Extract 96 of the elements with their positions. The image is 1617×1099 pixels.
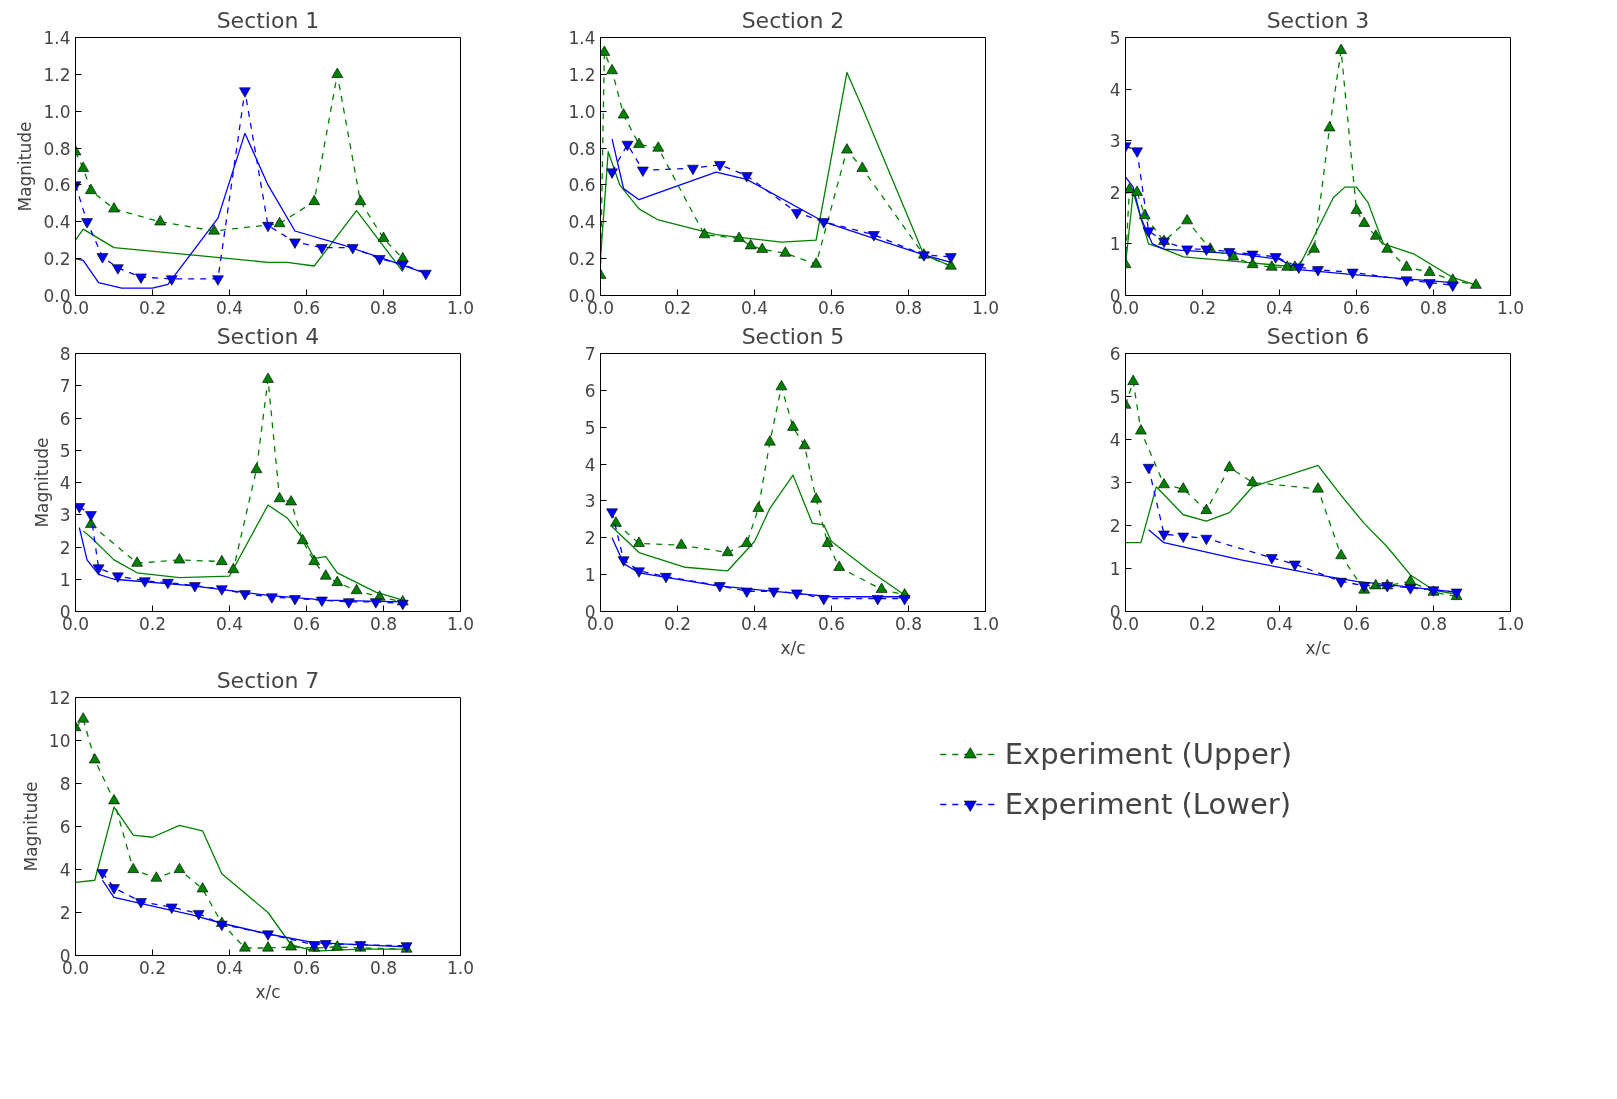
x-tick-label: 0.8 [369,957,398,978]
chart-title: Section 5 [741,323,845,349]
x-tick-label: 0.8 [369,613,398,634]
x-tick-label: 0.6 [292,297,321,318]
legend-label: Experiment (Lower) [1004,787,1292,821]
y-tick-label: 7 [59,376,71,397]
y-tick-label: 0.2 [43,249,71,270]
x-tick-label: 0.6 [292,957,321,978]
y-tick-label: 0.6 [568,175,596,196]
x-tick-label: 0.4 [215,613,244,634]
y-tick-label: 0.4 [43,212,71,233]
y-tick-label: 3 [1109,473,1121,493]
chart-title: Section 2 [741,7,845,33]
x-tick-label: 0.4 [215,957,244,978]
x-tick-label: 0.8 [369,297,398,318]
x-tick-label: 0.2 [663,613,692,634]
y-tick-label: 6 [59,817,71,837]
y-tick-label: 6 [1109,344,1121,364]
y-axis-title: Magnitude [20,781,41,872]
x-tick-label: 0.8 [894,613,923,634]
y-axis-title: Magnitude [15,121,36,212]
y-tick-label: 1 [1109,234,1121,255]
y-tick-label: 2 [1109,516,1121,536]
y-tick-label: 1 [1109,559,1121,579]
y-tick-label: 1.4 [43,28,71,48]
x-tick-label: 1.0 [446,957,475,978]
x-tick-label: 0.4 [1265,613,1294,634]
x-tick-label: 0.6 [292,613,321,634]
y-tick-label: 0.8 [43,138,71,159]
y-tick-label: 6 [584,380,596,401]
x-tick-label: 1.0 [971,297,1000,318]
y-tick-label: 2 [59,903,71,923]
x-tick-label: 1.0 [446,613,475,634]
y-tick-label: 3 [1109,131,1121,152]
legend-label: Experiment (Upper) [1004,737,1292,771]
y-tick-label: 1.4 [568,28,596,48]
y-tick-label: 5 [59,440,71,461]
x-axis-title: x/c [780,637,806,658]
y-tick-label: 0.4 [568,212,596,233]
y-tick-label: 5 [1109,28,1121,48]
x-tick-label: 1.0 [971,613,1000,634]
y-tick-label: 2 [584,528,596,549]
x-tick-label: 0.8 [894,297,923,318]
x-tick-label: 0.4 [740,297,769,318]
y-tick-label: 5 [584,417,596,438]
x-tick-label: 0.4 [215,297,244,318]
y-tick-label: 1 [59,569,71,590]
y-tick-label: 1.2 [568,64,596,85]
y-tick-label: 3 [59,505,71,526]
x-tick-label: 0.2 [138,957,167,978]
chart-title: Section 3 [1266,7,1370,33]
y-tick-label: 2 [59,537,71,558]
x-tick-label: 0.6 [817,297,846,318]
y-tick-label: 7 [584,344,596,364]
y-tick-label: 2 [1109,182,1121,203]
y-tick-label: 4 [1109,79,1121,100]
x-tick-label: 0.2 [138,297,167,318]
x-tick-label: 0.4 [1265,297,1294,318]
chart-title: Section 1 [216,7,320,33]
y-tick-label: 4 [59,860,71,880]
x-tick-label: 0.2 [1188,297,1217,318]
y-tick-label: 1.0 [568,101,596,122]
x-tick-label: 0.2 [663,297,692,318]
x-tick-label: 1.0 [446,297,475,318]
y-tick-label: 10 [48,731,71,751]
x-tick-label: 1.0 [1496,613,1525,634]
y-tick-label: 1 [584,565,596,586]
x-tick-label: 0.8 [1419,297,1448,318]
x-axis-title: x/c [255,981,281,1002]
x-tick-label: 0.6 [1342,613,1371,634]
y-tick-label: 1.2 [43,64,71,85]
y-axis-title: Magnitude [31,437,52,528]
chart-title: Section 6 [1266,323,1370,349]
y-tick-label: 4 [584,454,596,475]
x-tick-label: 0.6 [817,613,846,634]
y-tick-label: 0.8 [568,138,596,159]
y-tick-label: 1.0 [43,101,71,122]
y-tick-label: 6 [59,408,71,429]
y-tick-label: 8 [59,344,71,364]
x-tick-label: 0.8 [1419,613,1448,634]
x-tick-label: 1.0 [1496,297,1525,318]
x-tick-label: 0.6 [1342,297,1371,318]
x-axis-title: x/c [1305,637,1331,658]
x-tick-label: 0.2 [1188,613,1217,634]
x-tick-label: 0.4 [740,613,769,634]
y-tick-label: 8 [59,774,71,794]
y-tick-label: 0.2 [568,249,596,270]
y-tick-label: 12 [48,688,71,708]
y-tick-label: 4 [59,473,71,493]
y-tick-label: 0.6 [43,175,71,196]
y-tick-label: 3 [584,491,596,512]
x-tick-label: 0.2 [138,613,167,634]
chart-title: Section 7 [216,667,320,693]
y-tick-label: 4 [1109,430,1121,450]
chart-title: Section 4 [216,323,320,349]
y-tick-label: 5 [1109,387,1121,407]
